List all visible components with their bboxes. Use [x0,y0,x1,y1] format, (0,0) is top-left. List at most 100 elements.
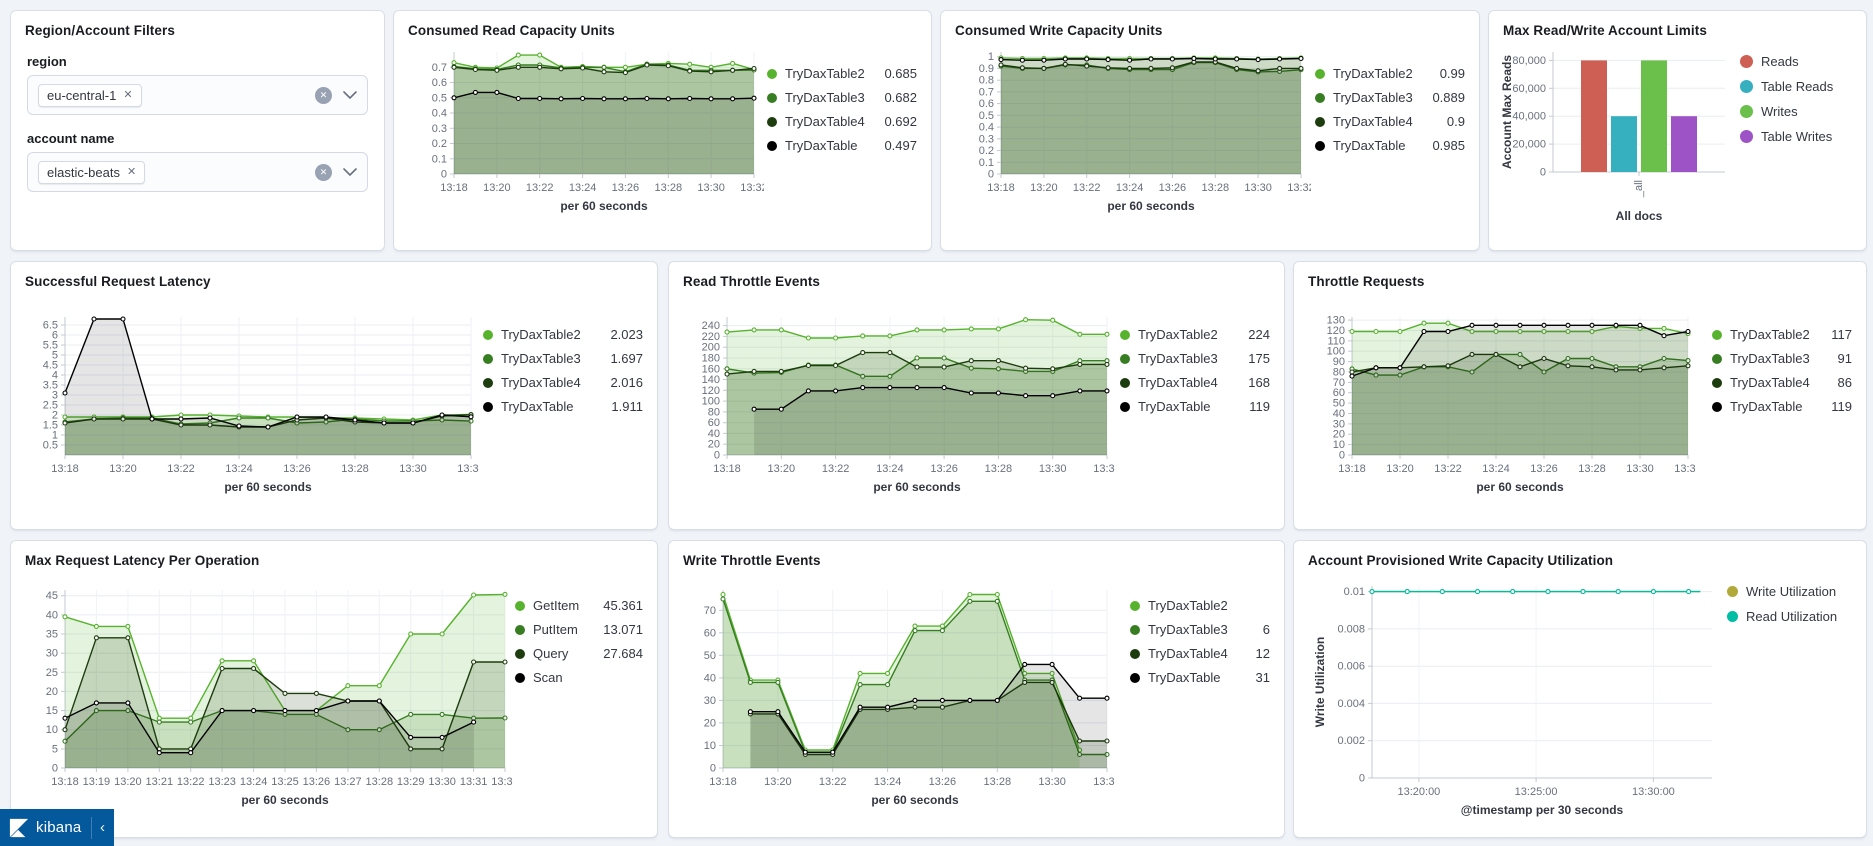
legend-item[interactable]: TryDaxTable2 2.023 [483,327,643,342]
svg-text:13:24: 13:24 [225,463,253,475]
panel-title: Write Throttle Events [683,553,821,568]
chart-legend: TryDaxTable2 0.685 TryDaxTable3 0.682 TryDax… [767,66,917,153]
svg-text:13:28: 13:28 [984,776,1012,788]
svg-text:13:30: 13:30 [1626,463,1654,475]
region-chip[interactable]: eu-central-1 ✕ [38,83,142,107]
legend-item[interactable]: Scan [515,670,643,685]
legend-item[interactable]: Table Reads [1740,79,1852,94]
account-combobox[interactable]: elastic-beats ✕ ✕ [27,152,368,192]
region-field: region eu-central-1 ✕ ✕ [11,54,384,115]
svg-text:80: 80 [1333,367,1345,379]
legend-item[interactable]: TryDaxTable3 6 [1130,622,1270,637]
svg-text:0.6: 0.6 [979,98,994,110]
svg-text:0.8: 0.8 [979,75,994,87]
svg-text:13:28: 13:28 [1578,463,1606,475]
legend-label: TryDaxTable3 [1148,622,1228,637]
legend-item[interactable]: Reads [1740,54,1852,69]
svg-text:0: 0 [1359,773,1365,785]
write-throttle-panel: Write Throttle Events 0 10 20 30 40 50 60 70 13:… [668,540,1285,838]
remove-chip-icon[interactable]: ✕ [123,88,133,101]
legend-item[interactable]: TryDaxTable2 [1130,598,1270,613]
legend-item[interactable]: TryDaxTable3 91 [1712,351,1852,366]
account-chip-label: elastic-beats [47,164,120,180]
legend-item[interactable]: Write Utilization [1727,584,1852,599]
legend-item[interactable]: TryDaxTable4 0.692 [767,114,917,129]
svg-text:35: 35 [46,629,58,641]
svg-text:13:22: 13:22 [822,463,850,475]
panel-title: Max Request Latency Per Operation [25,553,260,568]
svg-text:13:32: 13:32 [491,776,513,788]
chart-legend: TryDaxTable2 TryDaxTable3 6 TryDaxTable4 12 T… [1130,598,1270,685]
legend-item[interactable]: Table Writes [1740,129,1852,144]
collapse-sidebar-button[interactable]: ‹ [91,816,105,839]
svg-text:0: 0 [1540,167,1546,179]
legend-value: 0.985 [1432,138,1465,153]
legend-item[interactable]: TryDaxTable 119 [1120,399,1270,414]
legend-item[interactable]: TryDaxTable4 2.016 [483,375,643,390]
region-combobox[interactable]: eu-central-1 ✕ ✕ [27,75,368,115]
legend-dot-icon [1315,68,1325,79]
account-field: account name elastic-beats ✕ ✕ [11,131,384,192]
chevron-down-icon[interactable] [343,168,357,176]
legend-dot-icon [767,116,777,127]
legend-item[interactable]: TryDaxTable2 117 [1712,327,1852,342]
legend-label: TryDaxTable2 [501,327,581,342]
svg-text:0.5: 0.5 [979,110,994,122]
svg-text:per 60 seconds: per 60 seconds [560,199,648,213]
svg-text:0: 0 [441,169,447,181]
legend-label: Scan [533,670,563,685]
legend-item[interactable]: PutItem 13.071 [515,622,643,637]
clear-selection-icon[interactable]: ✕ [315,163,332,181]
svg-text:13:31: 13:31 [460,776,488,788]
legend-label: TryDaxTable [1148,670,1221,685]
svg-text:0.3: 0.3 [979,133,994,145]
legend-item[interactable]: Read Utilization [1727,609,1852,624]
legend-item[interactable]: TryDaxTable3 175 [1120,351,1270,366]
legend-item[interactable]: TryDaxTable4 0.9 [1315,114,1465,129]
svg-text:13:30: 13:30 [1244,182,1272,194]
svg-text:20: 20 [1333,429,1345,441]
legend-dot-icon [1120,377,1130,388]
legend-label: PutItem [533,622,578,637]
legend-item[interactable]: TryDaxTable 0.497 [767,138,917,153]
legend-item[interactable]: TryDaxTable2 0.99 [1315,66,1465,81]
legend-item[interactable]: Query 27.684 [515,646,643,661]
svg-text:0.1: 0.1 [432,153,447,165]
legend-item[interactable]: TryDaxTable 31 [1130,670,1270,685]
legend-dot-icon [1712,329,1722,340]
svg-text:15: 15 [46,705,58,717]
svg-text:60,000: 60,000 [1512,83,1546,95]
svg-text:0.7: 0.7 [432,62,447,74]
legend-item[interactable]: TryDaxTable3 0.682 [767,90,917,105]
legend-item[interactable]: TryDaxTable2 0.685 [767,66,917,81]
legend-item[interactable]: TryDaxTable2 224 [1120,327,1270,342]
account-chip[interactable]: elastic-beats ✕ [38,160,146,184]
max-latency-chart: 0 5 10 15 20 25 30 35 40 45 13:18 13:19 13:20 13:21 13… [25,580,519,815]
legend-item[interactable]: TryDaxTable4 168 [1120,375,1270,390]
remove-chip-icon[interactable]: ✕ [126,165,137,178]
legend-item[interactable]: TryDaxTable4 12 [1130,646,1270,661]
legend-label: Writes [1761,104,1798,119]
chevron-down-icon[interactable] [343,91,357,99]
legend-label: TryDaxTable [1730,399,1803,414]
legend-item[interactable]: Writes [1740,104,1852,119]
filters-panel: Region/Account Filters region eu-central… [10,10,385,251]
legend-label: GetItem [533,598,580,613]
svg-text:0.7: 0.7 [979,86,994,98]
legend-item[interactable]: TryDaxTable 0.985 [1315,138,1465,153]
read-throttle-chart: 0 20 40 60 80 100 120 140 160 180 200 220 240 13:18 13… [683,307,1121,502]
read-throttle-panel: Read Throttle Events 0 20 40 60 80 100 120 140 1… [668,261,1285,530]
legend-item[interactable]: TryDaxTable3 1.697 [483,351,643,366]
legend-item[interactable]: GetItem 45.361 [515,598,643,613]
legend-value: 224 [1248,327,1270,342]
max-latency-panel: Max Request Latency Per Operation 0 5 10 15… [10,540,658,838]
legend-value: 1.697 [610,351,643,366]
legend-item[interactable]: TryDaxTable3 0.889 [1315,90,1465,105]
legend-dot-icon [1740,55,1753,68]
svg-text:13:32: 13:32 [1093,463,1115,475]
clear-selection-icon[interactable]: ✕ [315,86,332,104]
legend-item[interactable]: TryDaxTable 119 [1712,399,1852,414]
legend-item[interactable]: TryDaxTable4 86 [1712,375,1852,390]
legend-dot-icon [483,401,493,412]
legend-item[interactable]: TryDaxTable 1.911 [483,399,643,414]
